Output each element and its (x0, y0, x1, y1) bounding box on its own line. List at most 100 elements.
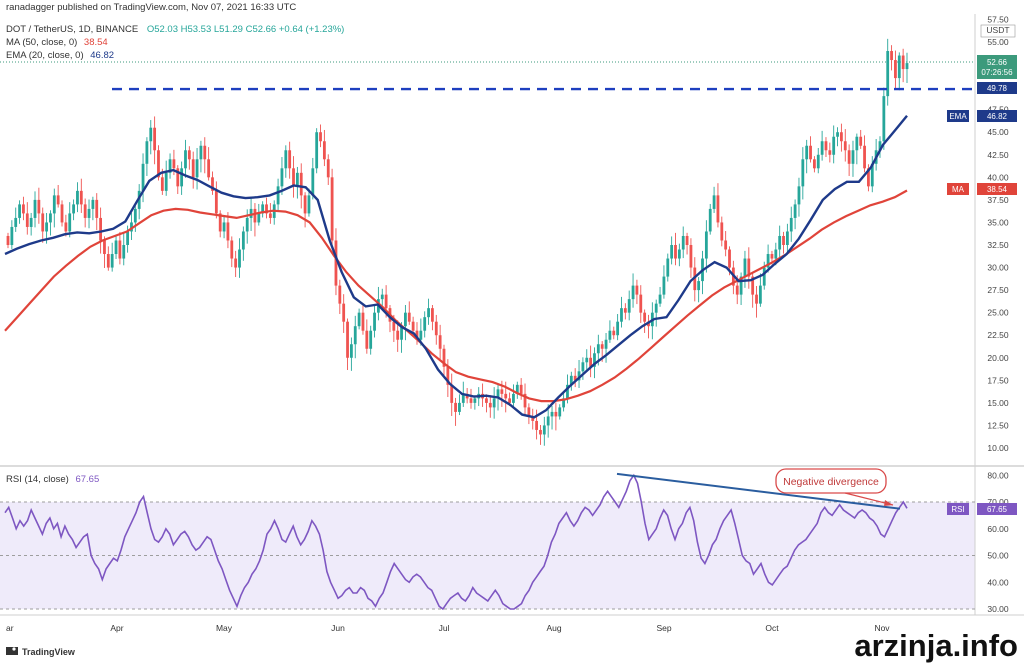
candle (512, 393, 515, 403)
candle (600, 344, 604, 349)
candle (6, 235, 10, 245)
candle (496, 389, 500, 399)
candle (257, 213, 261, 223)
candle (83, 204, 87, 218)
time-tick-label: Apr (110, 623, 123, 633)
candle (238, 249, 241, 268)
candle (905, 63, 909, 70)
candle (573, 375, 577, 381)
candle (608, 330, 612, 340)
candle (338, 285, 342, 304)
candle (577, 371, 581, 381)
candle (616, 321, 620, 336)
candle (214, 190, 218, 214)
candle (720, 222, 724, 241)
candle (392, 321, 396, 331)
ma-legend: MA (50, close, 0) 38.54 (6, 37, 108, 48)
ema-legend: EMA (20, close, 0) 46.82 (6, 50, 114, 61)
candle (91, 199, 95, 209)
candle (627, 299, 631, 313)
resistance-tag: 49.78 (977, 82, 1017, 94)
candle (870, 163, 874, 187)
price-tick-label: 47.50 (987, 105, 1009, 115)
candle (311, 168, 315, 196)
candle (114, 240, 118, 255)
ma50-line (4, 189, 908, 403)
rsi-tick-label: 70.00 (987, 497, 1009, 507)
rsi-tick-label: 30.00 (987, 604, 1009, 614)
candle (631, 285, 635, 300)
candle (643, 312, 647, 322)
candle (531, 416, 535, 421)
candle (176, 168, 180, 187)
candle (747, 258, 751, 277)
currency-label: USDT (986, 25, 1009, 35)
candle (843, 141, 847, 151)
candle (473, 398, 477, 403)
candle (253, 208, 257, 223)
candle (782, 235, 785, 245)
candle (319, 132, 322, 142)
candle (434, 321, 438, 336)
candle (145, 141, 149, 164)
divergence-annotation[interactable]: Negative divergence (775, 468, 894, 506)
candle (191, 159, 195, 178)
candle (172, 159, 176, 169)
candle (292, 168, 295, 187)
svg-text:49.78: 49.78 (987, 84, 1008, 93)
candle (133, 208, 137, 223)
price-tick-label: 42.50 (987, 150, 1009, 160)
candle (126, 231, 130, 245)
candle (635, 285, 639, 295)
candle (99, 217, 103, 241)
candle (419, 330, 423, 340)
candle (450, 384, 454, 403)
candle (758, 285, 762, 304)
candle (562, 398, 566, 408)
candle (743, 258, 747, 277)
candle (49, 213, 52, 223)
candle (708, 208, 712, 232)
price-tick-label: 10.00 (987, 443, 1009, 453)
price-tick-label: 27.50 (987, 285, 1009, 295)
candle (60, 204, 64, 223)
divergence-trendline[interactable] (616, 472, 901, 510)
price-tick-label: 30.00 (987, 263, 1009, 273)
candle (778, 235, 782, 250)
rsi-line (4, 473, 908, 611)
rsi-legend: RSI (14, close) 67.65 (6, 474, 99, 485)
candle (373, 312, 376, 331)
rsi-tick-label: 60.00 (987, 524, 1009, 534)
candle (712, 195, 716, 209)
candle (670, 245, 674, 259)
time-tick-label: Oct (765, 623, 779, 633)
candle (508, 398, 511, 403)
price-tick-label: 22.50 (987, 330, 1009, 340)
svg-text:EMA: EMA (949, 112, 967, 121)
candle (762, 267, 766, 286)
candle (774, 249, 778, 259)
candle (106, 254, 110, 268)
candle (789, 217, 793, 232)
candle (612, 330, 616, 336)
candle (346, 321, 349, 358)
ma-tag: MA 38.54 (947, 183, 1017, 195)
svg-text:52.66: 52.66 (987, 58, 1008, 67)
candle (157, 150, 160, 178)
candle (415, 330, 419, 340)
candle (828, 150, 832, 155)
candle (832, 136, 836, 155)
candle (847, 150, 851, 164)
candle (797, 186, 801, 205)
candle (446, 366, 450, 385)
price-tick-label: 37.50 (987, 195, 1009, 205)
candle (500, 389, 504, 394)
price-tick-label: 25.00 (987, 308, 1009, 318)
candle (400, 326, 403, 340)
price-tick-label: 35.00 (987, 217, 1009, 227)
candle (716, 195, 720, 223)
candle (454, 402, 457, 412)
symbol-line: DOT / TetherUS, 1D, BINANCE O52.03 H53.5… (6, 24, 344, 35)
candle (334, 240, 338, 286)
